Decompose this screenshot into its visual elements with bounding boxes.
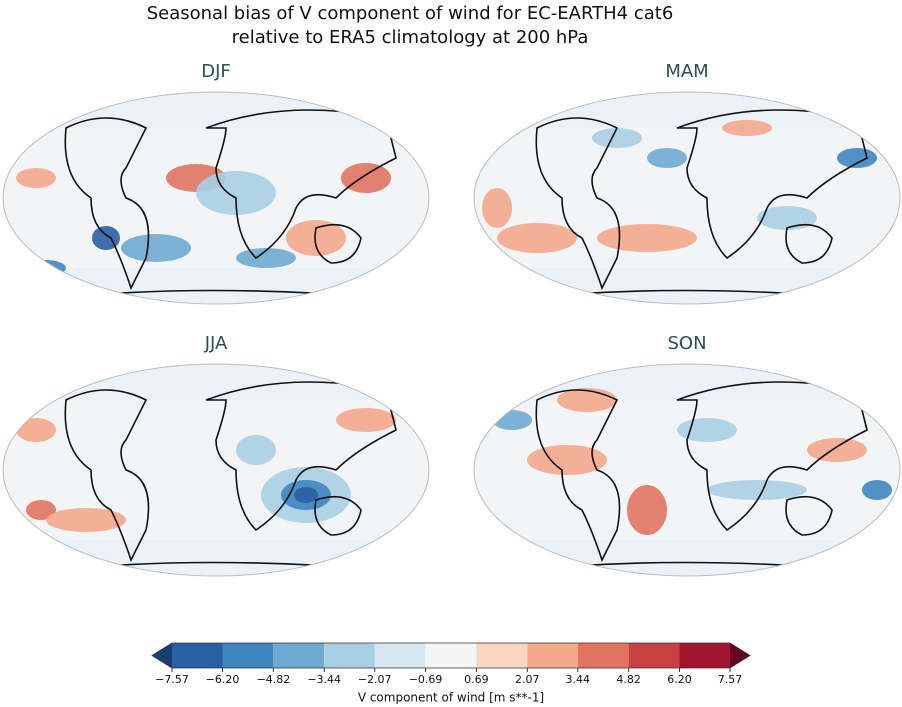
bias-patch bbox=[837, 148, 877, 168]
colorbar-tick-label: −7.57 bbox=[155, 673, 189, 686]
title-line: Seasonal bias of V component of wind for… bbox=[147, 3, 674, 24]
bias-patch bbox=[121, 234, 191, 262]
colorbar-outline bbox=[151, 642, 751, 669]
colorbar-tick-label: 3.44 bbox=[566, 673, 591, 686]
bias-patch bbox=[236, 435, 276, 465]
bias-patch bbox=[707, 480, 807, 500]
colorbar-tick-label: 4.82 bbox=[616, 673, 641, 686]
bias-patch bbox=[16, 168, 56, 188]
colorbar-segment bbox=[628, 643, 680, 668]
map-field bbox=[3, 364, 429, 576]
colorbar-segment bbox=[476, 643, 528, 668]
colorbar-tick-label: −6.20 bbox=[206, 673, 240, 686]
colorbar-segment bbox=[273, 643, 325, 668]
colorbar-segment bbox=[577, 643, 629, 668]
colorbar-tick-label: −2.07 bbox=[358, 673, 392, 686]
bias-patch bbox=[482, 188, 512, 228]
bias-patch bbox=[294, 487, 318, 503]
bias-patch bbox=[196, 171, 276, 215]
title-line: relative to ERA5 climatology at 200 hPa bbox=[232, 27, 589, 48]
coastline bbox=[55, 381, 397, 571]
colorbar-under bbox=[152, 643, 172, 668]
colorbar-tick-label: −3.44 bbox=[307, 673, 341, 686]
colorbar-tick-label: 2.07 bbox=[515, 673, 540, 686]
bias-patch bbox=[492, 410, 532, 430]
panel-title: MAM bbox=[665, 61, 708, 82]
colorbar-tick-label: 0.69 bbox=[464, 673, 489, 686]
panel-title: SON bbox=[667, 333, 706, 354]
coastline bbox=[55, 109, 397, 299]
bias-patch bbox=[807, 438, 867, 462]
bias-patch bbox=[597, 224, 697, 252]
colorbar-segment bbox=[172, 643, 223, 668]
bias-patch bbox=[497, 223, 577, 253]
bias-patch bbox=[16, 418, 56, 442]
map-border bbox=[2, 363, 430, 577]
colorbar-tick-label: 7.57 bbox=[718, 673, 743, 686]
colorbar-segment bbox=[324, 643, 375, 668]
bias-patch bbox=[627, 485, 667, 535]
map-border bbox=[473, 363, 901, 577]
bias-patch bbox=[592, 128, 642, 148]
map-border bbox=[473, 91, 901, 305]
colorbar-segment bbox=[679, 643, 730, 668]
colorbar-over bbox=[730, 643, 750, 668]
map-field bbox=[474, 364, 900, 576]
bias-patch bbox=[527, 445, 607, 475]
bias-patch bbox=[26, 500, 56, 520]
bias-patch bbox=[341, 163, 391, 193]
map-field bbox=[3, 92, 429, 304]
map-field bbox=[474, 92, 900, 304]
colorbar-tick-label: −0.69 bbox=[409, 673, 443, 686]
colorbar-tick-label: −4.82 bbox=[256, 673, 290, 686]
colorbar-segment bbox=[374, 643, 426, 668]
bias-patch bbox=[336, 408, 396, 432]
panel-title: JJA bbox=[204, 333, 228, 354]
bias-patch bbox=[92, 226, 120, 250]
bias-patch bbox=[557, 388, 617, 412]
bias-patch bbox=[647, 148, 687, 168]
colorbar-label: V component of wind [m s**-1] bbox=[358, 691, 544, 705]
coastline bbox=[526, 109, 868, 299]
bias-patch bbox=[862, 480, 892, 500]
colorbar-segment bbox=[527, 643, 578, 668]
panel-title: DJF bbox=[201, 61, 231, 82]
bias-patch bbox=[677, 418, 737, 442]
colorbar-segment bbox=[425, 643, 477, 668]
bias-patch bbox=[46, 508, 126, 532]
colorbar-tick-label: 6.20 bbox=[667, 673, 692, 686]
colorbar-segment bbox=[222, 643, 274, 668]
map-border bbox=[2, 91, 430, 305]
bias-patch bbox=[286, 220, 346, 256]
bias-patch bbox=[722, 120, 772, 136]
coastline bbox=[526, 381, 868, 571]
